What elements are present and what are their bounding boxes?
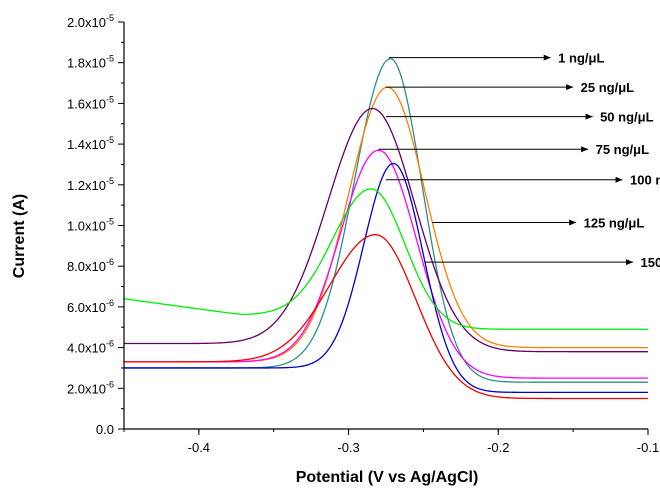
x-tick-label: -0.3	[337, 440, 359, 455]
y-axis-title: Current (A)	[11, 194, 28, 278]
y-tick-mantissa: 2.0x10	[67, 15, 106, 30]
x-tick-label: -0.1	[637, 440, 659, 455]
series-label: 150 ng/μL	[641, 255, 660, 270]
annotation-arrowhead	[626, 259, 634, 266]
axes: -0.4 -0.3 -0.2 -0.10.02.0x10-64.0x10-66.0x1…	[67, 13, 659, 455]
y-tick-mantissa: 2.0x10	[67, 381, 106, 396]
y-tick-exponent: -5	[106, 54, 114, 64]
series-line	[124, 162, 648, 394]
series-label: 125 ng/μL	[584, 215, 645, 230]
y-tick-label: 1.0x10-5	[67, 217, 114, 234]
y-tick-label: 6.0x10-6	[67, 298, 114, 315]
annotations: 1 ng/μL 25 ng/μL 50 ng/μL 75 ng/μL 100 ng/μL…	[378, 51, 660, 270]
series-label: 50 ng/μL	[600, 110, 654, 125]
x-axis-title: Potential (V vs Ag/AgCl)	[296, 469, 479, 486]
y-tick-mantissa: 1.2x10	[67, 178, 106, 193]
annotation-arrowhead	[585, 113, 593, 120]
y-tick-mantissa: 1.0x10	[67, 219, 106, 234]
y-tick-label: 8.0x10-6	[67, 257, 114, 274]
annotation-arrowhead	[566, 84, 574, 91]
plot-lines	[123, 57, 648, 400]
annotation-arrowhead	[581, 146, 589, 153]
y-tick-exponent: -5	[106, 135, 114, 145]
y-tick-label: 1.4x10-5	[67, 135, 114, 152]
y-tick-exponent: -5	[106, 94, 114, 104]
series-label: 75 ng/μL	[596, 142, 650, 157]
y-tick-exponent: -6	[106, 339, 114, 349]
y-tick-label: 1.2x10-5	[67, 176, 114, 193]
y-tick-mantissa: 6.0x10	[67, 300, 106, 315]
y-tick-label: 1.6x10-5	[67, 94, 114, 111]
y-tick-mantissa: 1.4x10	[67, 137, 106, 152]
x-tick-label: -0.4	[188, 440, 210, 455]
series-line	[124, 234, 648, 400]
y-tick-label: 2.0x10-6	[67, 379, 114, 396]
series-label: 1 ng/μL	[558, 51, 604, 66]
series-label: 25 ng/μL	[581, 80, 635, 95]
y-tick-label: 2.0x10-5	[67, 13, 114, 30]
y-tick-label: 4.0x10-6	[67, 339, 114, 356]
y-tick-label: 1.8x10-5	[67, 54, 114, 71]
y-tick-mantissa: 4.0x10	[67, 341, 106, 356]
y-tick-exponent: -6	[106, 257, 114, 267]
y-tick-mantissa: 0.0	[96, 422, 114, 437]
y-tick-exponent: -5	[106, 176, 114, 186]
annotation-arrowhead	[543, 54, 551, 61]
y-tick-mantissa: 1.6x10	[67, 96, 106, 111]
y-tick-mantissa: 1.8x10	[67, 56, 106, 71]
y-tick-label: 0.0	[96, 422, 114, 437]
series-line	[124, 107, 648, 353]
series-label: 100 ng/μL	[630, 173, 660, 188]
series-line	[123, 188, 648, 330]
annotation-arrowhead	[569, 219, 577, 226]
y-tick-exponent: -5	[106, 13, 114, 23]
y-tick-exponent: -5	[106, 217, 114, 227]
y-tick-exponent: -6	[106, 298, 114, 308]
x-tick-label: -0.2	[487, 440, 509, 455]
y-tick-exponent: -6	[106, 379, 114, 389]
y-tick-mantissa: 8.0x10	[67, 259, 106, 274]
annotation-arrowhead	[615, 176, 623, 183]
